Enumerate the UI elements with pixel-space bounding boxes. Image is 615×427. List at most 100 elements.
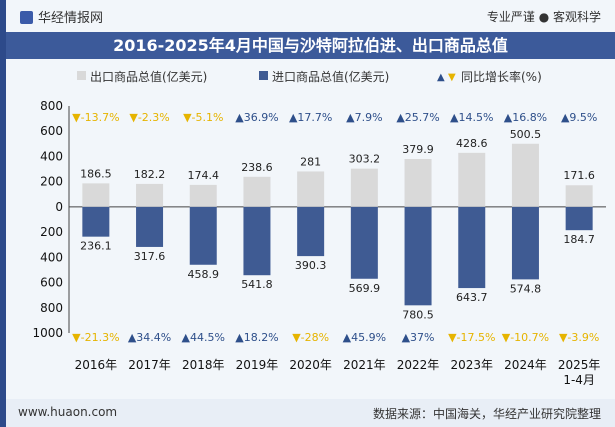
import-growth-label: ▼-28% bbox=[292, 331, 329, 344]
import-bar bbox=[350, 206, 378, 279]
export-growth-label: ▼-5.1% bbox=[183, 111, 223, 124]
y-tick-label: 400 bbox=[40, 149, 63, 163]
x-category-label: 2024年 bbox=[504, 358, 547, 372]
import-growth-label: ▲37% bbox=[402, 331, 435, 344]
y-tick-label: 200 bbox=[40, 225, 63, 239]
chart-svg: 出口商品总值(亿美元) 进口商品总值(亿美元) ▲ ▼ 同比增长率(%) 800… bbox=[32, 69, 606, 387]
export-bar bbox=[458, 152, 486, 207]
export-growth-label: ▲25.7% bbox=[396, 111, 439, 124]
export-bar bbox=[511, 143, 539, 207]
export-bar bbox=[404, 158, 432, 207]
import-bar bbox=[404, 206, 432, 306]
export-bar bbox=[565, 185, 593, 207]
import-bar bbox=[243, 206, 271, 276]
legend: 出口商品总值(亿美元) 进口商品总值(亿美元) ▲ ▼ 同比增长率(%) bbox=[77, 69, 542, 84]
import-bar bbox=[136, 206, 164, 247]
y-tick-label: 800 bbox=[40, 99, 63, 113]
export-growth-label: ▲16.8% bbox=[504, 111, 547, 124]
import-growth-label: ▼-17.5% bbox=[448, 331, 495, 344]
chart-title: 2016-2025年4月中国与沙特阿拉伯进、出口商品总值 bbox=[6, 32, 615, 59]
x-category-label: 2018年 bbox=[182, 358, 225, 372]
y-tick-label: 1000 bbox=[32, 326, 63, 340]
export-growth-label: ▲9.5% bbox=[561, 111, 597, 124]
import-value-label: 317.6 bbox=[134, 250, 166, 263]
export-value-label: 238.6 bbox=[241, 161, 273, 174]
import-value-label: 780.5 bbox=[402, 308, 434, 321]
import-growth-label: ▲45.9% bbox=[343, 331, 386, 344]
import-bar bbox=[565, 206, 593, 231]
export-value-label: 171.6 bbox=[563, 169, 595, 182]
import-bar bbox=[297, 206, 325, 257]
logo-icon bbox=[20, 11, 33, 24]
import-bar bbox=[458, 206, 486, 289]
x-category-label: 2023年 bbox=[450, 358, 493, 372]
import-value-label: 574.8 bbox=[510, 282, 542, 295]
x-category-label: 2021年 bbox=[343, 358, 386, 372]
import-value-label: 541.8 bbox=[241, 278, 273, 291]
y-tick-label: 200 bbox=[40, 175, 63, 189]
export-bar bbox=[189, 184, 217, 207]
legend-import-swatch bbox=[259, 71, 268, 80]
import-value-label: 458.9 bbox=[188, 268, 220, 281]
import-value-label: 236.1 bbox=[80, 240, 112, 253]
legend-down-icon: ▼ bbox=[448, 72, 456, 83]
website-link[interactable]: www.huaon.com bbox=[18, 405, 118, 419]
footer: www.huaon.com 数据来源：中国海关，华经产业研究院整理 bbox=[6, 399, 615, 427]
top-bar: 华经情报网 专业严谨 ● 客观科学 bbox=[6, 0, 615, 30]
export-value-label: 186.5 bbox=[80, 167, 112, 180]
y-tick-label: 400 bbox=[40, 250, 63, 264]
import-growth-label: ▼-3.9% bbox=[559, 331, 599, 344]
export-growth-label: ▼-13.7% bbox=[72, 111, 119, 124]
legend-growth-label: 同比增长率(%) bbox=[461, 69, 542, 84]
export-bar bbox=[82, 183, 110, 207]
legend-up-icon: ▲ bbox=[437, 72, 445, 83]
export-bar bbox=[297, 171, 325, 207]
export-growth-label: ▲36.9% bbox=[235, 111, 278, 124]
plot-area: 800 600 400 200 0 200 400 600 800 1000 186.5 236.1 ▼… bbox=[32, 99, 606, 387]
logo-text: 华经情报网 bbox=[38, 11, 104, 26]
x-category-label: 2017年 bbox=[128, 358, 171, 372]
import-growth-label: ▼-21.3% bbox=[72, 331, 119, 344]
legend-export-label: 出口商品总值(亿美元) bbox=[90, 69, 207, 84]
y-tick-label: 0 bbox=[55, 200, 63, 214]
import-bar bbox=[189, 206, 217, 265]
data-source: 数据来源：中国海关，华经产业研究院整理 bbox=[372, 407, 601, 421]
export-value-label: 174.4 bbox=[188, 169, 220, 182]
export-value-label: 182.2 bbox=[134, 168, 166, 181]
export-growth-label: ▼-2.3% bbox=[129, 111, 169, 124]
y-tick-label: 600 bbox=[40, 124, 63, 138]
import-value-label: 569.9 bbox=[349, 282, 381, 295]
x-category-label: 2020年 bbox=[289, 358, 332, 372]
export-growth-label: ▲17.7% bbox=[289, 111, 332, 124]
import-growth-label: ▲18.2% bbox=[235, 331, 278, 344]
legend-export-swatch bbox=[77, 71, 86, 80]
x-category-label: 2016年 bbox=[75, 358, 118, 372]
export-value-label: 428.6 bbox=[456, 137, 488, 150]
import-value-label: 184.7 bbox=[563, 233, 595, 246]
x-category-label: 2025年 bbox=[558, 358, 601, 372]
import-value-label: 643.7 bbox=[456, 291, 488, 304]
import-growth-label: ▲34.4% bbox=[128, 331, 171, 344]
import-bar bbox=[82, 206, 110, 237]
x-category-label: 2022年 bbox=[397, 358, 440, 372]
x-category-label: 2019年 bbox=[236, 358, 279, 372]
slogan: 专业严谨 ● 客观科学 bbox=[486, 10, 601, 24]
import-growth-label: ▲44.5% bbox=[182, 331, 225, 344]
export-bar bbox=[243, 176, 271, 207]
x-category-label: 1-4月 bbox=[563, 373, 595, 387]
y-tick-label: 800 bbox=[40, 301, 63, 315]
export-bar bbox=[350, 168, 378, 207]
export-value-label: 303.2 bbox=[349, 153, 381, 166]
export-value-label: 281 bbox=[300, 155, 321, 168]
logo[interactable]: 华经情报网 bbox=[20, 7, 103, 26]
import-growth-label: ▼-10.7% bbox=[502, 331, 549, 344]
export-growth-label: ▲7.9% bbox=[346, 111, 382, 124]
legend-import-label: 进口商品总值(亿美元) bbox=[272, 69, 389, 84]
import-value-label: 390.3 bbox=[295, 259, 327, 272]
export-value-label: 500.5 bbox=[510, 128, 542, 141]
export-value-label: 379.9 bbox=[402, 143, 434, 156]
export-bar bbox=[136, 183, 164, 207]
export-growth-label: ▲14.5% bbox=[450, 111, 493, 124]
y-tick-label: 600 bbox=[40, 276, 63, 290]
